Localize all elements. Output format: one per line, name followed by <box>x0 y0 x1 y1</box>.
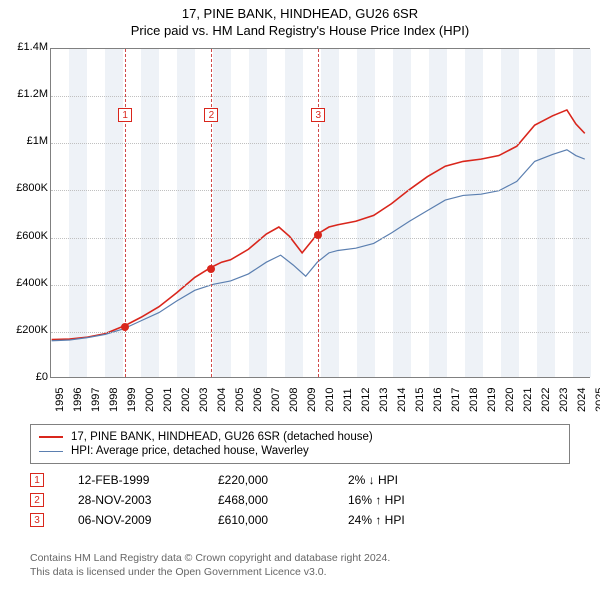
footer-attribution: Contains HM Land Registry data © Crown c… <box>30 552 570 579</box>
x-tick-label: 2004 <box>216 388 228 412</box>
x-tick-label: 2003 <box>198 388 210 412</box>
footer-line1: Contains HM Land Registry data © Crown c… <box>30 552 570 566</box>
legend-swatch <box>39 436 63 438</box>
x-tick-label: 2001 <box>162 388 174 412</box>
legend-swatch <box>39 451 63 452</box>
x-tick-label: 1997 <box>90 388 102 412</box>
sale-price: £610,000 <box>218 513 348 527</box>
sales-table: 1 12-FEB-1999£220,0002% ↓ HPI 2 28-NOV-2003… <box>30 470 570 530</box>
x-tick-label: 2009 <box>306 388 318 412</box>
chart-lines-svg <box>51 49 589 377</box>
gridline <box>51 332 589 333</box>
sale-marker-dot <box>207 265 215 273</box>
gridline <box>51 190 589 191</box>
sale-date: 12-FEB-1999 <box>78 473 218 487</box>
sale-date: 28-NOV-2003 <box>78 493 218 507</box>
y-tick-label: £0 <box>2 371 48 383</box>
footer-line2: This data is licensed under the Open Gov… <box>30 566 570 580</box>
sale-date: 06-NOV-2009 <box>78 513 218 527</box>
sale-marker-line <box>318 49 319 377</box>
legend-item: 17, PINE BANK, HINDHEAD, GU26 6SR (detac… <box>39 430 561 444</box>
x-tick-label: 2025 <box>594 388 600 412</box>
y-tick-label: £400K <box>2 277 48 289</box>
sales-row: 2 28-NOV-2003£468,00016% ↑ HPI <box>30 490 570 510</box>
sale-price: £468,000 <box>218 493 348 507</box>
x-tick-label: 2012 <box>360 388 372 412</box>
sale-index-box: 2 <box>30 493 44 507</box>
sale-marker-box: 1 <box>118 108 132 122</box>
gridline <box>51 143 589 144</box>
x-tick-label: 2007 <box>270 388 282 412</box>
x-tick-label: 2016 <box>432 388 444 412</box>
sale-marker-line <box>211 49 212 377</box>
sale-marker-dot <box>121 323 129 331</box>
gridline <box>51 96 589 97</box>
sale-price: £220,000 <box>218 473 348 487</box>
sale-marker-dot <box>314 231 322 239</box>
chart-title-address: 17, PINE BANK, HINDHEAD, GU26 6SR <box>0 0 600 21</box>
x-tick-label: 2019 <box>486 388 498 412</box>
y-tick-label: £600K <box>2 230 48 242</box>
chart-title-sub: Price paid vs. HM Land Registry's House … <box>0 21 600 38</box>
legend-item: HPI: Average price, detached house, Wave… <box>39 444 561 458</box>
y-tick-label: £1M <box>2 135 48 147</box>
sales-row: 1 12-FEB-1999£220,0002% ↓ HPI <box>30 470 570 490</box>
chart-container: 17, PINE BANK, HINDHEAD, GU26 6SR Price … <box>0 0 600 590</box>
x-tick-label: 1996 <box>72 388 84 412</box>
x-tick-label: 2013 <box>378 388 390 412</box>
x-tick-label: 2024 <box>576 388 588 412</box>
y-tick-label: £800K <box>2 182 48 194</box>
gridline <box>51 285 589 286</box>
x-tick-label: 2000 <box>144 388 156 412</box>
x-tick-label: 2020 <box>504 388 516 412</box>
x-tick-label: 2005 <box>234 388 246 412</box>
x-tick-label: 2017 <box>450 388 462 412</box>
legend-label: 17, PINE BANK, HINDHEAD, GU26 6SR (detac… <box>71 431 373 443</box>
x-tick-label: 1998 <box>108 388 120 412</box>
sale-hpi-delta: 16% ↑ HPI <box>348 493 468 507</box>
x-tick-label: 2021 <box>522 388 534 412</box>
x-tick-label: 2006 <box>252 388 264 412</box>
x-tick-label: 2015 <box>414 388 426 412</box>
x-tick-label: 2018 <box>468 388 480 412</box>
y-tick-label: £1.4M <box>2 41 48 53</box>
legend-label: HPI: Average price, detached house, Wave… <box>71 445 309 457</box>
y-tick-label: £200K <box>2 324 48 336</box>
x-tick-label: 2010 <box>324 388 336 412</box>
sales-row: 3 06-NOV-2009£610,00024% ↑ HPI <box>30 510 570 530</box>
sale-marker-box: 3 <box>311 108 325 122</box>
x-tick-label: 2008 <box>288 388 300 412</box>
sale-index-box: 3 <box>30 513 44 527</box>
x-tick-label: 2011 <box>342 388 354 412</box>
sale-marker-box: 2 <box>204 108 218 122</box>
x-tick-label: 1995 <box>54 388 66 412</box>
x-tick-label: 2023 <box>558 388 570 412</box>
y-tick-label: £1.2M <box>2 88 48 100</box>
x-tick-label: 2014 <box>396 388 408 412</box>
x-tick-label: 1999 <box>126 388 138 412</box>
legend-box: 17, PINE BANK, HINDHEAD, GU26 6SR (detac… <box>30 424 570 464</box>
chart-plot-area: 1 2 3 <box>50 48 590 378</box>
x-tick-label: 2022 <box>540 388 552 412</box>
x-tick-label: 2002 <box>180 388 192 412</box>
sale-hpi-delta: 24% ↑ HPI <box>348 513 468 527</box>
sale-hpi-delta: 2% ↓ HPI <box>348 473 468 487</box>
sale-index-box: 1 <box>30 473 44 487</box>
